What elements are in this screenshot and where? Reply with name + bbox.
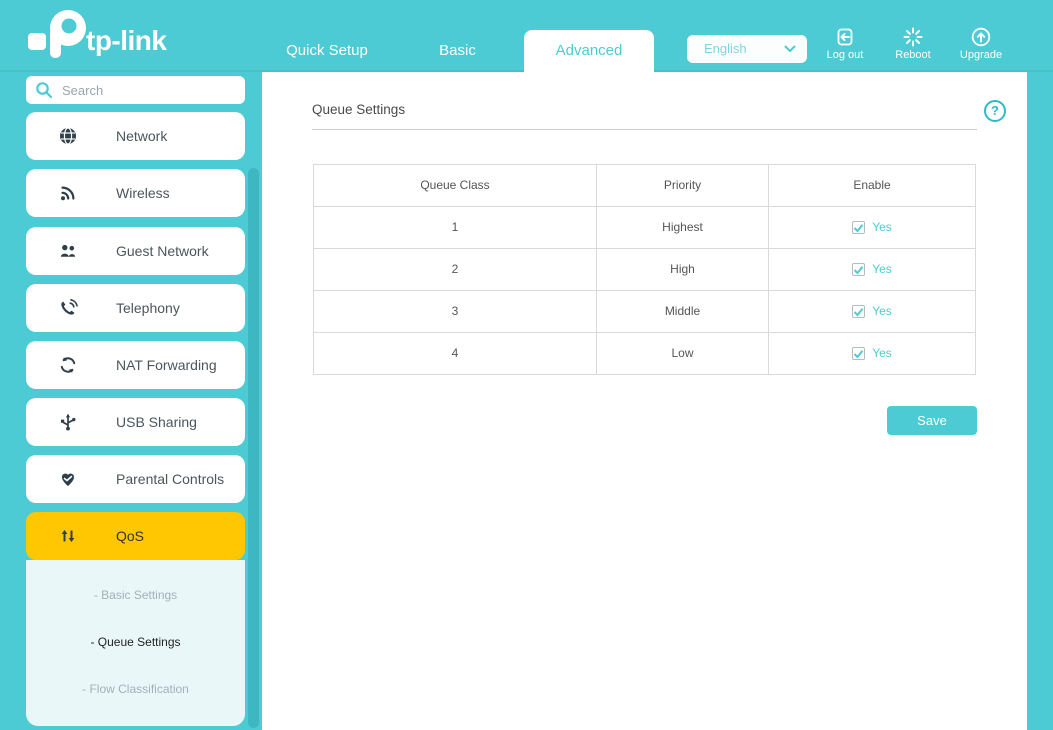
usb-icon (61, 413, 76, 431)
enable-label: Yes (872, 262, 892, 276)
tab-advanced[interactable]: Advanced (524, 30, 654, 72)
sidebar-item-label: Network (116, 128, 168, 144)
up-down-arrows-icon (61, 530, 75, 542)
sidebar-item-label: Telephony (116, 300, 180, 316)
tab-basic[interactable]: Basic (439, 42, 476, 59)
queue-class-value: 4 (451, 346, 459, 360)
sidebar-item-network[interactable]: Network (26, 112, 245, 160)
table-header-row: Queue Class Priority Enable (314, 165, 975, 206)
priority-value: Low (596, 333, 768, 374)
reboot-icon (903, 27, 923, 47)
logout-icon (837, 28, 853, 46)
sidebar-item-wireless[interactable]: Wireless (26, 169, 245, 217)
priority-value: Highest (596, 207, 768, 248)
priority-value: High (596, 249, 768, 290)
title-divider (312, 129, 977, 130)
qos-submenu: - Basic Settings - Queue Settings - Flow… (26, 560, 245, 726)
nat-forwarding-icon (60, 357, 76, 373)
queue-settings-table: Queue Class Priority Enable 1 Highest Ye… (313, 164, 976, 375)
sidebar-item-qos[interactable]: QoS (26, 512, 245, 560)
search-icon (36, 81, 53, 98)
checkmark-icon (853, 265, 864, 274)
heart-icon (61, 473, 75, 486)
language-selected-value: English (704, 41, 747, 56)
upgrade-icon (971, 27, 991, 47)
logo-text: tp-link (86, 25, 167, 56)
priority-value: Middle (596, 291, 768, 332)
checkmark-icon (853, 307, 864, 316)
enable-cell: Yes (768, 333, 975, 374)
sidebar-item-label: Guest Network (116, 243, 209, 259)
search-input[interactable] (62, 82, 232, 98)
table-row: 3 Middle Yes (314, 290, 975, 332)
table-row: 2 High Yes (314, 248, 975, 290)
chevron-down-icon (784, 45, 796, 52)
logout-button[interactable]: Log out (813, 26, 877, 61)
checkmark-icon (853, 223, 864, 232)
sidebar-scrollbar[interactable] (248, 168, 259, 728)
enable-checkbox[interactable] (852, 221, 866, 234)
table-row: 4 Low Yes (314, 332, 975, 374)
main-content: Queue Settings ? Queue Class Priority En… (262, 72, 1027, 730)
enable-checkbox[interactable] (852, 263, 866, 276)
enable-label: Yes (872, 304, 892, 318)
phone-icon (61, 299, 78, 315)
sidebar-item-label: Wireless (116, 185, 170, 201)
column-header-priority: Priority (596, 165, 768, 206)
sidebar-item-label: USB Sharing (116, 414, 197, 430)
sidebar-item-usb-sharing[interactable]: USB Sharing (26, 398, 245, 446)
submenu-item-basic-settings[interactable]: - Basic Settings (93, 588, 178, 602)
enable-label: Yes (872, 220, 892, 234)
column-header-enable: Enable (768, 165, 975, 206)
guest-network-icon (60, 244, 76, 257)
queue-class-value: 1 (451, 220, 459, 234)
tp-link-logo: tp-link (28, 10, 168, 58)
wireless-icon (61, 186, 75, 201)
upgrade-button[interactable]: Upgrade (949, 26, 1013, 61)
queue-class-value: 2 (451, 262, 459, 276)
tab-quick-setup[interactable]: Quick Setup (286, 42, 368, 59)
sidebar-item-nat-forwarding[interactable]: NAT Forwarding (26, 341, 245, 389)
submenu-item-flow-classification[interactable]: - Flow Classification (82, 682, 189, 696)
sidebar-item-label: NAT Forwarding (116, 357, 217, 373)
top-header: tp-link Quick Setup Basic Advanced Engli… (0, 0, 1053, 72)
sidebar-item-guest-network[interactable]: Guest Network (26, 227, 245, 275)
save-button[interactable]: Save (887, 406, 977, 435)
enable-label: Yes (872, 346, 892, 360)
column-header-queue-class: Queue Class (420, 178, 490, 192)
language-select[interactable]: English (687, 35, 807, 63)
logout-label: Log out (826, 49, 864, 61)
enable-checkbox[interactable] (852, 347, 866, 360)
reboot-label: Reboot (895, 49, 931, 61)
submenu-item-queue-settings[interactable]: - Queue Settings (90, 635, 181, 649)
upgrade-label: Upgrade (959, 49, 1003, 61)
checkmark-icon (853, 349, 864, 358)
table-row: 1 Highest Yes (314, 206, 975, 248)
reboot-button[interactable]: Reboot (881, 26, 945, 61)
enable-cell: Yes (768, 249, 975, 290)
queue-class-value: 3 (451, 304, 459, 318)
globe-icon (60, 127, 76, 145)
sidebar-item-telephony[interactable]: Telephony (26, 284, 245, 332)
sidebar-item-label: QoS (116, 528, 145, 544)
enable-checkbox[interactable] (852, 305, 866, 318)
search-box (26, 76, 245, 104)
sidebar: Network Wireless Guest Network Telephony (0, 72, 262, 730)
page-title: Queue Settings (312, 102, 406, 117)
sidebar-item-label: Parental Controls (116, 471, 225, 487)
enable-cell: Yes (768, 207, 975, 248)
enable-cell: Yes (768, 291, 975, 332)
sidebar-item-parental-controls[interactable]: Parental Controls (26, 455, 245, 503)
help-icon[interactable]: ? (984, 100, 1006, 122)
